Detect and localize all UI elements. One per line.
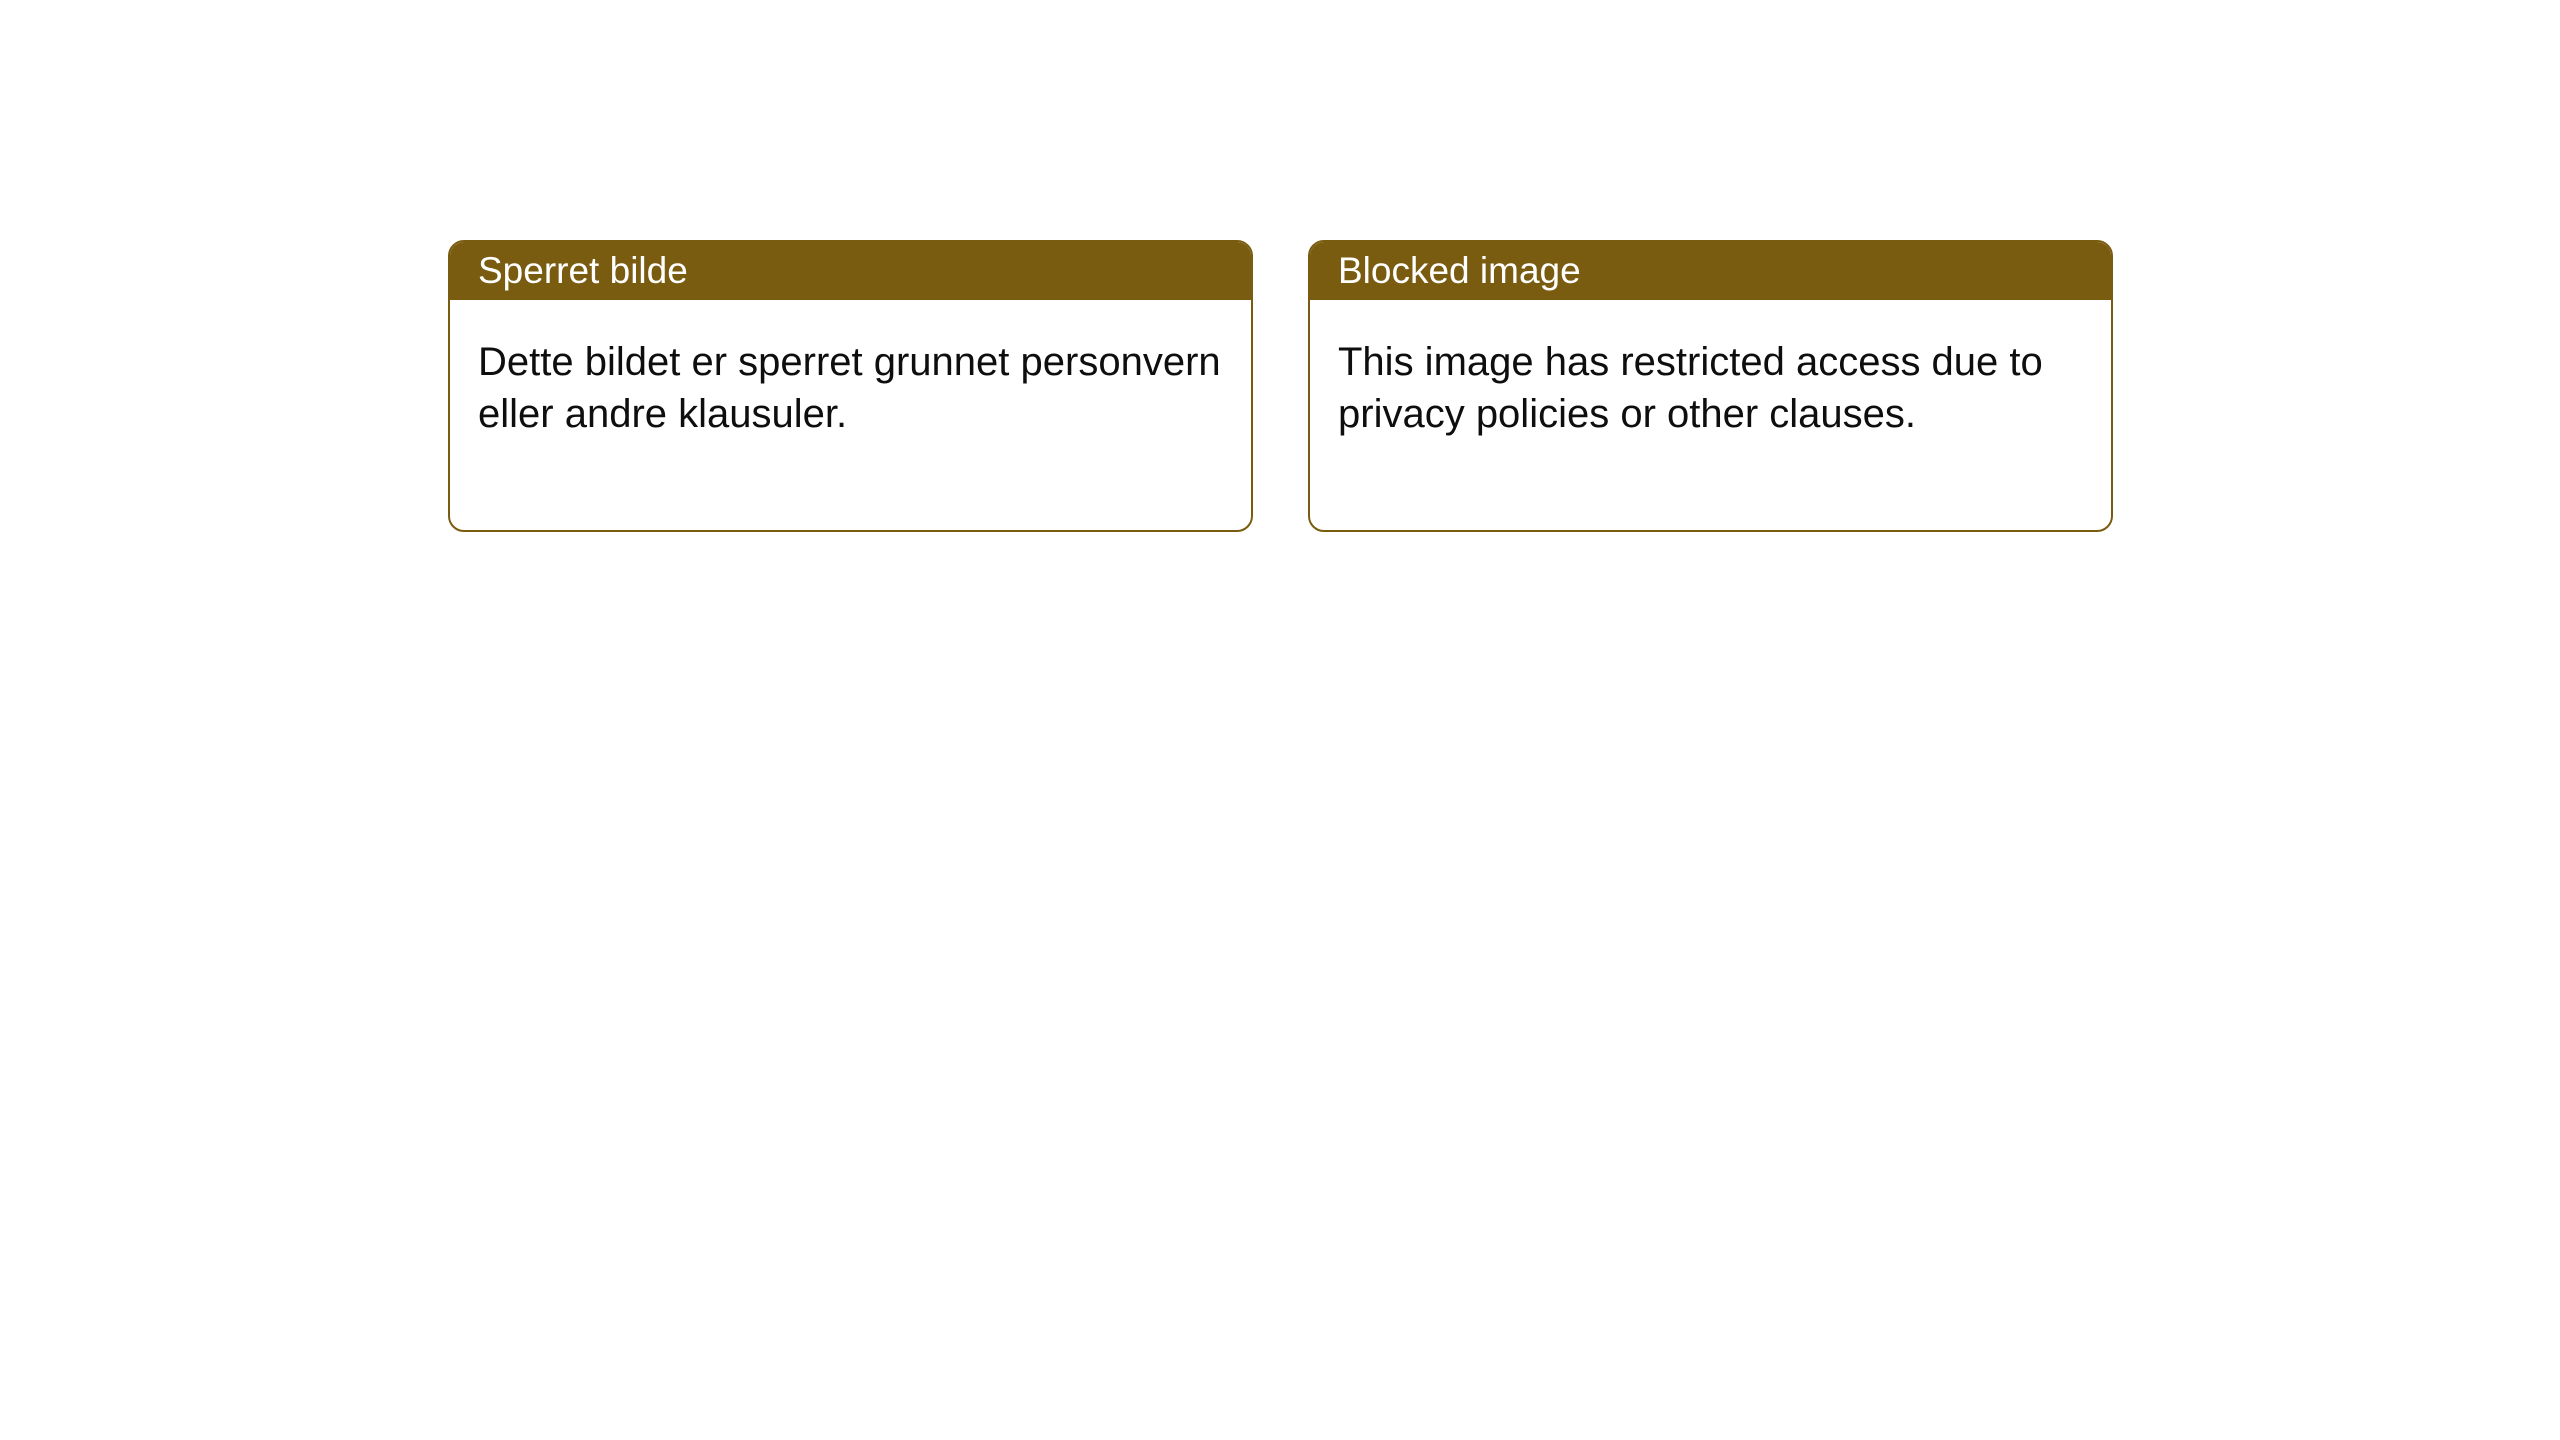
- notice-card-body-en: This image has restricted access due to …: [1310, 300, 2111, 530]
- notice-card-header-en: Blocked image: [1310, 242, 2111, 300]
- notice-card-body-no: Dette bildet er sperret grunnet personve…: [450, 300, 1251, 530]
- notice-cards-container: Sperret bilde Dette bildet er sperret gr…: [448, 240, 2113, 532]
- notice-card-header-no: Sperret bilde: [450, 242, 1251, 300]
- notice-card-en: Blocked image This image has restricted …: [1308, 240, 2113, 532]
- notice-card-no: Sperret bilde Dette bildet er sperret gr…: [448, 240, 1253, 532]
